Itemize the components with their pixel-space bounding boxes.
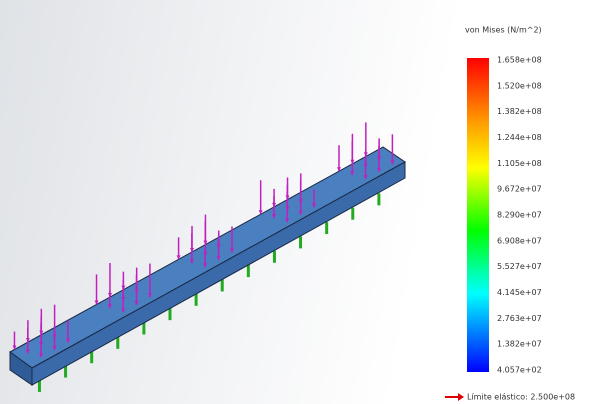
legend-label: 1.382e+08 — [497, 107, 542, 116]
legend-title: von Mises (N/m^2) — [465, 26, 542, 35]
legend-label: 4.057e+02 — [497, 366, 542, 375]
legend-label: 2.763e+07 — [497, 314, 542, 323]
legend-label: 1.520e+08 — [497, 81, 542, 90]
legend-label: 4.145e+07 — [497, 288, 542, 297]
legend-labels: 1.658e+08 1.520e+08 1.382e+08 1.244e+08 1.10… — [497, 56, 542, 375]
legend-label: 1.382e+07 — [497, 340, 542, 349]
legend-label: 1.244e+08 — [497, 133, 542, 142]
legend-label: 8.290e+07 — [497, 211, 542, 220]
legend-label: 1.105e+08 — [497, 159, 542, 168]
colorbar — [467, 58, 489, 372]
yield-arrow-head — [458, 393, 464, 401]
yield-label: Límite elástico: 2.500e+08 — [467, 393, 575, 402]
beam-top — [10, 147, 405, 368]
legend-label: 5.527e+07 — [497, 262, 542, 271]
beam-front — [32, 162, 405, 385]
viewport: von Mises (N/m^2) 1.658e+08 1.520e+08 1.38… — [0, 0, 590, 404]
fixtures — [39, 193, 378, 392]
legend-label: 6.908e+07 — [497, 236, 542, 245]
legend-label: 9.672e+07 — [497, 185, 542, 194]
legend-label: 1.658e+08 — [497, 56, 542, 65]
screenshot: von Mises (N/m^2) 1.658e+08 1.520e+08 1.38… — [0, 0, 590, 404]
